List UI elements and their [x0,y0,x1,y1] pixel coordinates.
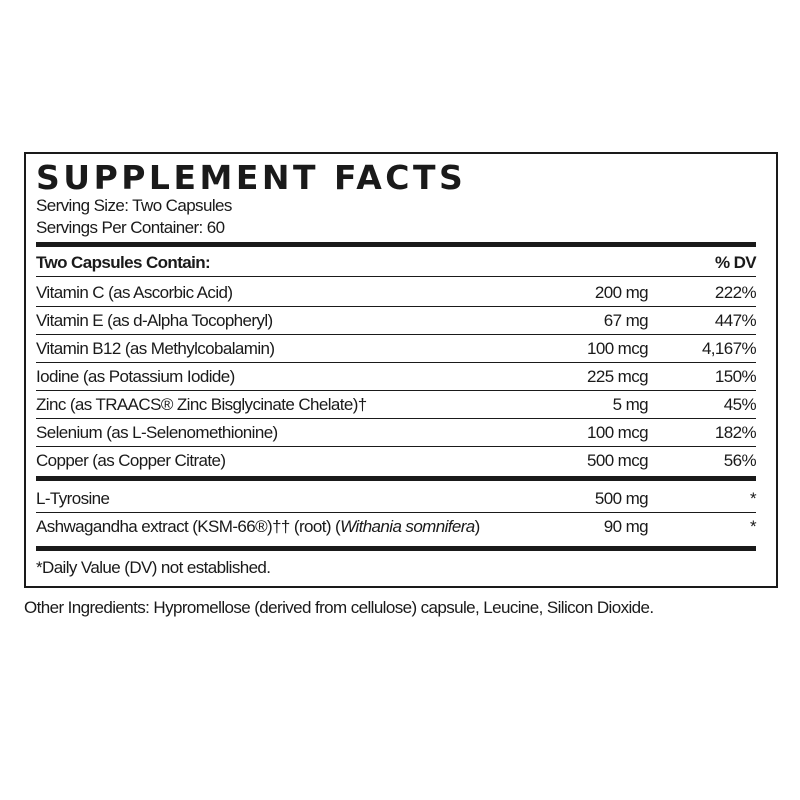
serving-size: Serving Size: Two Capsules [36,196,232,215]
nutrient-dv: 150% [714,367,757,386]
nutrient-name: Vitamin C (as Ascorbic Acid) [36,283,233,302]
thick-divider [36,476,756,481]
nutrient-dv: 4,167% [701,339,757,358]
other-ingredients: Other Ingredients: Hypromellose (derived… [24,598,654,617]
table-row: Ashwagandha extract (KSM-66®)†† (root) (… [36,513,757,540]
servings-per-container: Servings Per Container: 60 [36,218,225,237]
ingredient-name-text: Ashwagandha extract (KSM-66®)†† (root) ( [36,517,341,536]
thick-divider [36,242,756,247]
nutrient-amount: 200 mg [594,283,649,302]
nutrient-dv: 447% [714,311,757,330]
nutrient-name: Iodine (as Potassium Iodide) [36,367,235,386]
panel-title: SUPPLEMENT FACTS [36,158,467,197]
ingredient-dv: * [749,489,757,508]
nutrient-name: Selenium (as L-Selenomethionine) [36,423,278,442]
latin-name: Withania somnifera [340,517,475,536]
nutrient-amount: 225 mcg [586,367,649,386]
header-label: Two Capsules Contain: [36,253,211,272]
nutrient-name: Vitamin B12 (as Methylcobalamin) [36,339,275,358]
nutrient-amount: 100 mcg [586,423,649,442]
nutrient-dv: 56% [723,451,757,470]
ingredient-amount: 90 mg [603,517,649,536]
nutrient-name: Vitamin E (as d-Alpha Tocopheryl) [36,311,273,330]
table-row: Selenium (as L-Selenomethionine) 100 mcg… [36,419,757,447]
table-row: Iodine (as Potassium Iodide) 225 mcg 150… [36,363,757,391]
nutrient-amount: 67 mg [603,311,649,330]
table-header: Two Capsules Contain: % DV [36,249,757,277]
table-row: Vitamin E (as d-Alpha Tocopheryl) 67 mg … [36,307,757,335]
ingredient-name-end: ) [474,517,481,536]
nutrient-amount: 100 mcg [586,339,649,358]
footnote: *Daily Value (DV) not established. [36,558,271,577]
nutrient-dv: 182% [714,423,757,442]
nutrient-name: Copper (as Copper Citrate) [36,451,226,470]
table-row: Vitamin B12 (as Methylcobalamin) 100 mcg… [36,335,757,363]
ingredient-name: Ashwagandha extract (KSM-66®)†† (root) (… [36,513,480,540]
ingredient-name: L-Tyrosine [36,489,110,508]
table-row: Vitamin C (as Ascorbic Acid) 200 mg 222% [36,279,757,307]
table-row: Zinc (as TRAACS® Zinc Bisglycinate Chela… [36,391,757,419]
nutrient-dv: 45% [723,395,757,414]
supplement-facts-panel: SUPPLEMENT FACTS Serving Size: Two Capsu… [24,152,778,588]
ingredient-amount: 500 mg [594,489,649,508]
nutrient-amount: 5 mg [612,395,649,414]
nutrient-name: Zinc (as TRAACS® Zinc Bisglycinate Chela… [36,395,367,414]
nutrient-amount: 500 mcg [586,451,649,470]
thick-divider [36,546,756,551]
ingredient-dv: * [749,517,757,536]
table-row: L-Tyrosine 500 mg * [36,485,757,513]
nutrient-dv: 222% [714,283,757,302]
table-row: Copper (as Copper Citrate) 500 mcg 56% [36,447,757,474]
header-dv: % DV [714,253,757,272]
